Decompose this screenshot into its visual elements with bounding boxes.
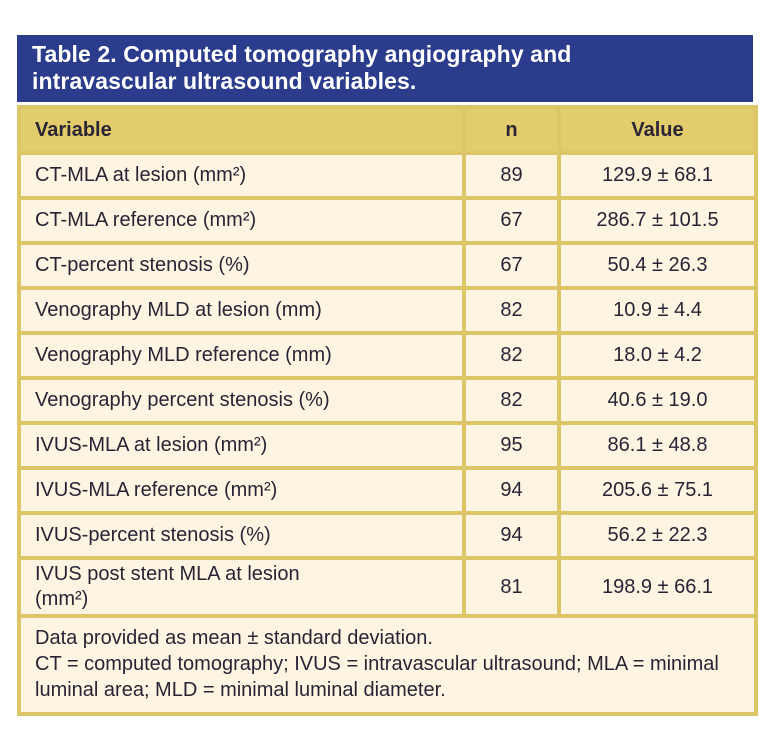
table-header: Variable n Value <box>17 105 758 155</box>
table-row: IVUS-MLA at lesion (mm²) 95 86.1 ± 48.8 <box>17 421 758 470</box>
cell-variable: IVUS-MLA reference (mm²) <box>17 466 466 515</box>
cell-variable: CT-MLA at lesion (mm²) <box>17 151 466 200</box>
cell-variable: CT-percent stenosis (%) <box>17 241 466 290</box>
table-row: IVUS-MLA reference (mm²) 94 205.6 ± 75.1 <box>17 466 758 515</box>
cell-n: 67 <box>462 196 561 245</box>
column-header-n: n <box>462 105 561 155</box>
cell-variable: Venography percent stenosis (%) <box>17 376 466 425</box>
cell-value: 129.9 ± 68.1 <box>557 151 758 200</box>
header-row: Variable n Value <box>17 105 758 155</box>
table-row: CT-MLA at lesion (mm²) 89 129.9 ± 68.1 <box>17 151 758 200</box>
cell-n: 94 <box>462 511 561 560</box>
cta-ivus-variables-table: Variable n Value CT-MLA at lesion (mm²) 8… <box>17 105 758 716</box>
cell-variable: IVUS post stent MLA at lesion (mm²) <box>17 556 466 618</box>
title-table-divider <box>17 102 754 105</box>
cell-value: 40.6 ± 19.0 <box>557 376 758 425</box>
table-title-line2: intravascular ultrasound variables. <box>32 68 417 94</box>
cell-n: 89 <box>462 151 561 200</box>
table-title-line1: Table 2. Computed tomography angiography… <box>32 41 572 67</box>
table-row: CT-MLA reference (mm²) 67 286.7 ± 101.5 <box>17 196 758 245</box>
cell-n: 82 <box>462 286 561 335</box>
cell-n: 82 <box>462 331 561 380</box>
table-title-bar: Table 2. Computed tomography angiography… <box>17 35 753 102</box>
table-body: CT-MLA at lesion (mm²) 89 129.9 ± 68.1 CT-M… <box>17 151 758 618</box>
footnote-cell: Data provided as mean ± standard deviati… <box>17 614 758 716</box>
cell-value: 286.7 ± 101.5 <box>557 196 758 245</box>
table-row: Venography MLD at lesion (mm) 82 10.9 ± 4.… <box>17 286 758 335</box>
cell-n: 67 <box>462 241 561 290</box>
table-row: Venography percent stenosis (%) 82 40.6 ± … <box>17 376 758 425</box>
cell-variable: IVUS-MLA at lesion (mm²) <box>17 421 466 470</box>
cell-variable: Venography MLD at lesion (mm) <box>17 286 466 335</box>
cell-n: 81 <box>462 556 561 618</box>
cell-variable: IVUS-percent stenosis (%) <box>17 511 466 560</box>
table-row: Venography MLD reference (mm) 82 18.0 ± 4.… <box>17 331 758 380</box>
table-row: IVUS-percent stenosis (%) 94 56.2 ± 22.3 <box>17 511 758 560</box>
cell-value: 56.2 ± 22.3 <box>557 511 758 560</box>
cell-value: 18.0 ± 4.2 <box>557 331 758 380</box>
table-footer: Data provided as mean ± standard deviati… <box>17 614 758 716</box>
column-header-variable: Variable <box>17 105 466 155</box>
cell-value: 86.1 ± 48.8 <box>557 421 758 470</box>
cell-variable: CT-MLA reference (mm²) <box>17 196 466 245</box>
cell-value: 10.9 ± 4.4 <box>557 286 758 335</box>
table-2-container: Table 2. Computed tomography angiography… <box>17 35 758 716</box>
footnote-mean-sd: Data provided as mean ± standard deviati… <box>35 627 433 649</box>
cell-n: 82 <box>462 376 561 425</box>
table-row: IVUS post stent MLA at lesion (mm²) 81 198… <box>17 556 758 618</box>
footnote-abbreviations: CT = computed tomography; IVUS = intrava… <box>35 653 719 701</box>
cell-n: 95 <box>462 421 561 470</box>
footnote-row: Data provided as mean ± standard deviati… <box>17 614 758 716</box>
cell-variable: Venography MLD reference (mm) <box>17 331 466 380</box>
column-header-value: Value <box>557 105 758 155</box>
cell-value: 198.9 ± 66.1 <box>557 556 758 618</box>
cell-n: 94 <box>462 466 561 515</box>
table-row: CT-percent stenosis (%) 67 50.4 ± 26.3 <box>17 241 758 290</box>
cell-value: 50.4 ± 26.3 <box>557 241 758 290</box>
cell-value: 205.6 ± 75.1 <box>557 466 758 515</box>
